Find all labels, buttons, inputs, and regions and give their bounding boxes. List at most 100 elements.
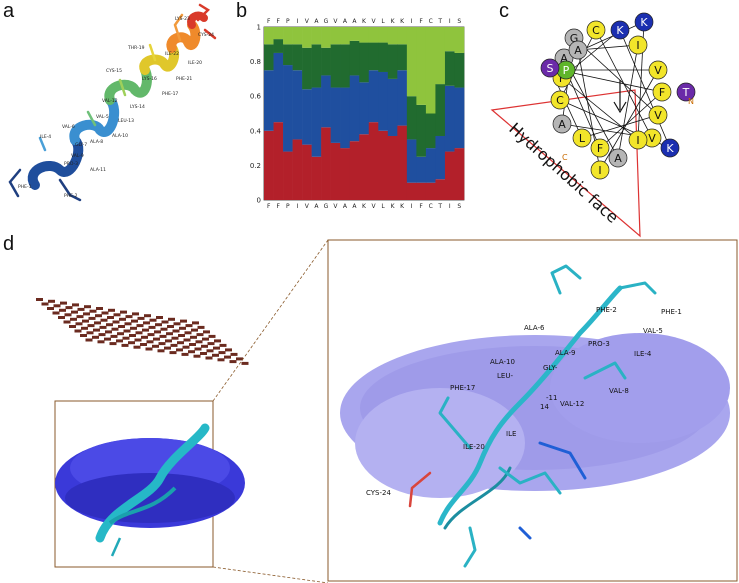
residue-circle (628, 130, 648, 150)
residue-label: LEU-13 (118, 118, 134, 124)
membrane-tile (167, 325, 174, 328)
residue-label: PHE-2 (64, 193, 78, 199)
membrane-tile (196, 333, 204, 337)
residue-circle (550, 90, 570, 110)
membrane-tile (188, 350, 195, 354)
panel-d-letter: d (3, 233, 15, 255)
membrane-tile (179, 326, 186, 330)
x-tick-label-bottom: V (305, 203, 310, 210)
x-tick-label-top: V (333, 18, 338, 25)
residue-letter: A (614, 152, 622, 165)
x-tick-label-bottom: P (286, 203, 290, 210)
residue-label: VAL-12 (102, 98, 118, 104)
membrane-tile (122, 336, 130, 340)
membrane-tile (218, 351, 226, 355)
bar-segment (397, 125, 408, 200)
bar-segment (273, 27, 284, 40)
membrane-tile (200, 352, 207, 355)
bar-segment (416, 182, 427, 200)
membrane-tile (86, 331, 94, 335)
membrane-tile (197, 325, 205, 329)
residue-circle (552, 114, 572, 134)
x-tick-label-top: K (400, 18, 405, 25)
bar-segment (406, 182, 417, 200)
membrane-tile (81, 326, 88, 330)
membrane-tile (136, 324, 144, 328)
residue-letter: F (559, 72, 565, 85)
bar-segment (292, 27, 303, 45)
residue-label: VAL-5 (96, 114, 109, 120)
membrane-tile (131, 319, 138, 323)
residue-label: ILE-20 (188, 60, 202, 66)
membrane-tile (94, 321, 101, 325)
membrane-tile (148, 325, 156, 329)
membrane-tile (106, 323, 113, 327)
membrane-tile (134, 338, 142, 342)
membrane-tile (98, 333, 106, 337)
membrane-tile (77, 307, 85, 311)
x-tick-label-bottom: G (324, 203, 329, 210)
residue-label: VAL-8 (609, 387, 629, 395)
residue-letter: F (659, 86, 665, 99)
membrane-tile (166, 332, 173, 336)
membrane-tile (100, 318, 108, 322)
x-tick-label-top: T (437, 18, 442, 25)
bar-segment (273, 39, 284, 53)
bar-segment (425, 27, 436, 114)
membrane-tile (140, 343, 147, 346)
residue-label: PRO-3 (64, 161, 78, 167)
residue-letter: C (556, 94, 564, 107)
membrane-tile (47, 307, 54, 310)
bar-segment (321, 27, 331, 48)
bar-segment (378, 42, 389, 72)
membrane-tile (99, 325, 107, 329)
bar-segment (321, 127, 331, 200)
membrane-tile (194, 347, 202, 351)
bar-segment (330, 87, 341, 143)
membrane-tile (169, 351, 177, 355)
zoom-connector-top (212, 239, 329, 402)
residue-label: PHE-1 (661, 308, 682, 316)
membrane-tile (214, 339, 221, 343)
membrane-tile (72, 303, 79, 307)
x-tick-label-bottom: I (449, 203, 451, 210)
residue-label: ALA-8 (90, 139, 103, 145)
residue-label: PHE-2 (596, 306, 617, 314)
bar-segment (387, 135, 398, 200)
membrane-tile (144, 314, 151, 318)
residue-letter: K (666, 142, 674, 155)
membrane-tile (156, 316, 163, 319)
bar-segment (416, 27, 427, 105)
membrane-tile (219, 343, 227, 347)
bar-segment (340, 44, 351, 88)
bar-segment (378, 71, 389, 131)
bar-segment (378, 130, 389, 200)
x-tick-label-top: G (324, 18, 329, 25)
x-tick-label-top: V (371, 18, 376, 25)
wheel-connector (619, 29, 671, 149)
membrane-tile (193, 354, 201, 358)
residue-label: LYS-23 (175, 16, 190, 22)
x-tick-label-bottom: F (419, 203, 423, 210)
helix-sidechains (8, 3, 217, 202)
membrane-tile (65, 306, 73, 310)
bar-segment (368, 27, 379, 43)
residue-circle (648, 60, 668, 80)
bar-segment (378, 27, 389, 43)
membrane-tile (170, 343, 178, 347)
membrane-tile (63, 320, 71, 324)
membrane-tile (96, 307, 103, 310)
wheel-connector (599, 91, 663, 149)
membrane-tile (125, 315, 133, 319)
residue-label: THR-19 (127, 45, 145, 51)
bar-segment (321, 75, 331, 128)
membrane-tile (108, 308, 115, 312)
membrane-tile (70, 317, 77, 321)
membrane-tile (129, 334, 136, 337)
membrane-tile (157, 349, 165, 353)
x-tick-label-bottom: I (296, 203, 298, 210)
residue-letter: P (563, 64, 570, 77)
residue-letter: S (547, 62, 554, 75)
membrane-tile (203, 330, 210, 334)
